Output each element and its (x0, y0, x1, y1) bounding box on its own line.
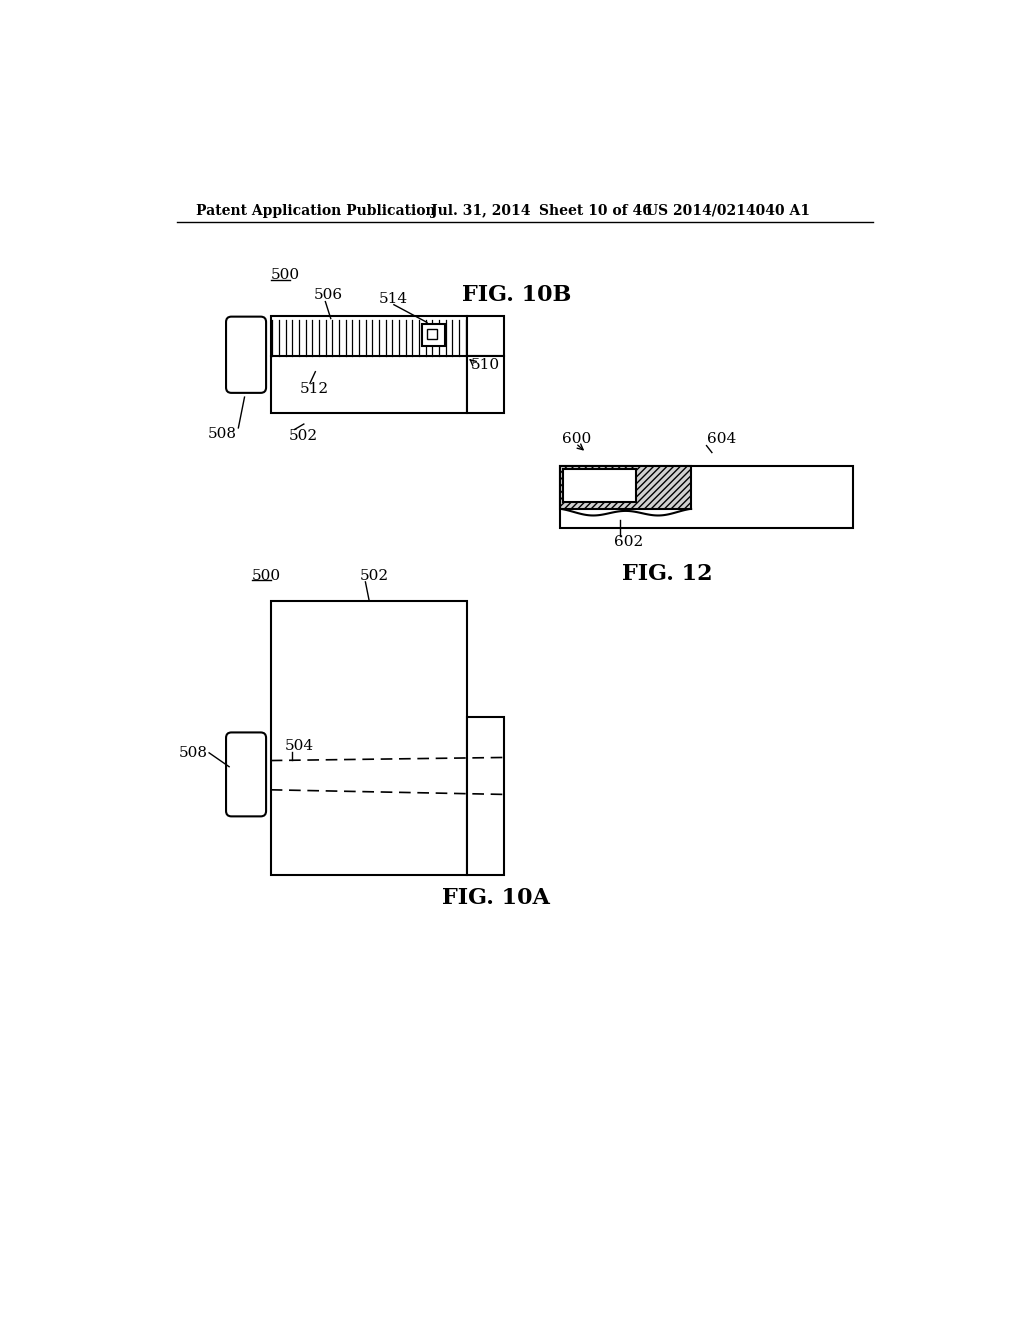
Text: 506: 506 (313, 289, 343, 302)
Bar (560, 466, 853, 528)
Text: 500: 500 (252, 569, 282, 582)
Bar (270, 601, 467, 875)
Bar (427, 330, 437, 339)
Text: 512: 512 (300, 383, 329, 396)
Bar (560, 466, 691, 508)
Text: FIG. 10A: FIG. 10A (442, 887, 550, 908)
Text: 510: 510 (471, 358, 500, 372)
Text: Jul. 31, 2014: Jul. 31, 2014 (431, 203, 530, 218)
Text: 508: 508 (208, 428, 237, 441)
Text: 604: 604 (707, 433, 736, 446)
Bar (467, 717, 504, 875)
Text: 502: 502 (289, 429, 317, 442)
Bar (563, 470, 637, 502)
FancyBboxPatch shape (226, 733, 266, 816)
Bar (422, 323, 444, 346)
FancyBboxPatch shape (226, 317, 266, 393)
Text: Patent Application Publication: Patent Application Publication (196, 203, 435, 218)
Text: FIG. 12: FIG. 12 (622, 564, 713, 585)
Text: 514: 514 (379, 292, 408, 305)
Bar (560, 466, 691, 508)
Text: 508: 508 (178, 746, 208, 760)
Bar (467, 356, 504, 412)
Text: 504: 504 (285, 739, 313, 752)
Bar (270, 317, 467, 412)
Text: 602: 602 (614, 535, 643, 549)
Bar (467, 317, 504, 356)
Text: FIG. 10B: FIG. 10B (462, 285, 571, 306)
Text: 502: 502 (360, 569, 389, 582)
Text: Sheet 10 of 46: Sheet 10 of 46 (539, 203, 651, 218)
Text: US 2014/0214040 A1: US 2014/0214040 A1 (646, 203, 810, 218)
Text: 500: 500 (270, 268, 300, 282)
Text: 600: 600 (562, 433, 591, 446)
